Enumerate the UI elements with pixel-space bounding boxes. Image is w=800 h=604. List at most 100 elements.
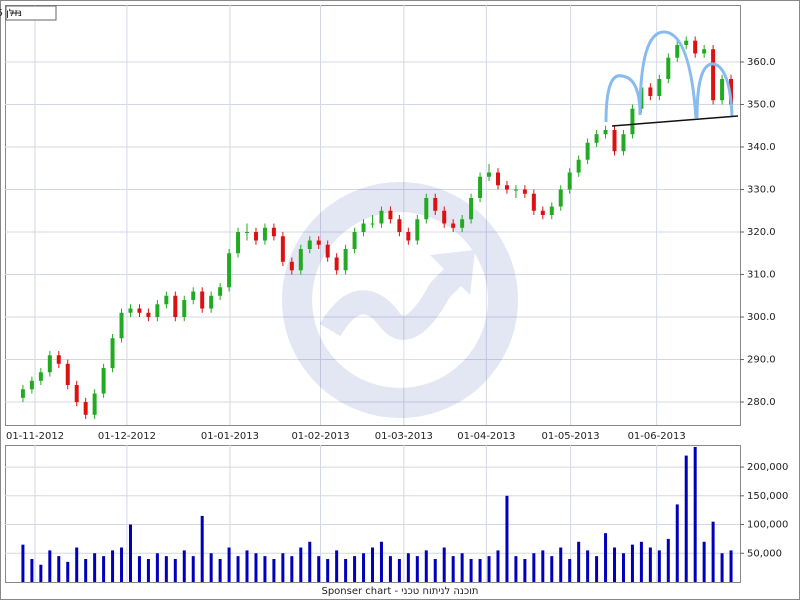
candle-body (666, 57, 671, 79)
candle-body (460, 219, 465, 228)
volume-bar (693, 446, 697, 582)
x-tick-label: 01-12-2012 (98, 431, 156, 442)
volume-bar (568, 559, 572, 582)
x-tick-label: 01-03-2013 (375, 431, 433, 442)
volume-bar (155, 553, 159, 582)
candle-body (531, 193, 536, 211)
candle-body (155, 304, 160, 318)
volume-bar (236, 556, 240, 582)
grid (5, 5, 740, 582)
candle-body (298, 249, 303, 271)
candle-body (325, 244, 330, 258)
candle-body (567, 172, 572, 190)
volume-bar (613, 547, 617, 582)
volume-bar (666, 538, 670, 582)
volume-bar (577, 541, 581, 582)
volume-bar (254, 553, 258, 582)
volume-bar (711, 521, 715, 582)
candle-body (74, 385, 79, 403)
y-tick-label: 340.0 (747, 142, 776, 153)
volume-bar (218, 559, 222, 582)
candle-body (657, 78, 662, 96)
legend-label: נזלן 15 (0, 8, 22, 19)
volume-bar (120, 547, 124, 582)
y-tick-label: 100,000 (747, 520, 788, 531)
volume-bar (30, 559, 34, 582)
candle-body (110, 338, 115, 369)
volume-bar (451, 556, 455, 582)
volume-bar (729, 550, 733, 582)
volume-bar (335, 550, 339, 582)
candle-body (20, 389, 25, 398)
y-tick-label: 330.0 (747, 184, 776, 195)
candle-body (648, 87, 653, 96)
x-tick-label: 01-05-2013 (542, 431, 600, 442)
volume-bar (128, 524, 132, 582)
volume-bar (648, 547, 652, 582)
y-tick-label: 290.0 (747, 355, 776, 366)
y-tick-label: 150,000 (747, 491, 788, 502)
volume-bar (505, 495, 509, 582)
x-tick-label: 01-02-2013 (291, 431, 349, 442)
volume-bar (245, 550, 249, 582)
candle-body (504, 185, 509, 190)
neckline (611, 115, 739, 127)
candle-body (29, 380, 34, 390)
volume-bar (415, 556, 419, 582)
candle-body (558, 189, 563, 207)
volume-bar (146, 559, 150, 582)
candle-body (442, 210, 447, 224)
candle-body (146, 312, 151, 318)
volume-bar (657, 550, 661, 582)
candle-body (227, 253, 232, 288)
volume-bar (541, 550, 545, 582)
volume-bar (559, 547, 563, 582)
volume-bar (442, 547, 446, 582)
volume-bar (209, 553, 213, 582)
x-tick-label: 01-04-2013 (457, 431, 515, 442)
candle-body (47, 355, 52, 373)
candle-body (397, 219, 402, 233)
candle-body (164, 295, 169, 305)
candle-body (119, 312, 124, 339)
candle-body (56, 355, 61, 364)
volume-bar (424, 550, 428, 582)
candle-body (173, 295, 178, 318)
volume-bar (487, 556, 491, 582)
y-tick-label: 300.0 (747, 312, 776, 323)
y-tick-label: 280.0 (747, 397, 776, 408)
candle-body (388, 210, 393, 220)
candle-body (495, 172, 500, 186)
volume-bar (21, 544, 25, 582)
volume-bar (111, 550, 115, 582)
y-tick-label: 310.0 (747, 270, 776, 281)
candle-body (137, 308, 142, 313)
volume-bar (514, 556, 518, 582)
volume-bar (263, 556, 267, 582)
candle-body (182, 300, 187, 318)
volume-bar (496, 550, 500, 582)
volume-bar (290, 556, 294, 582)
candle-body (594, 134, 599, 143)
volume-bar (362, 553, 366, 582)
candle-body (675, 44, 680, 58)
volume-bar (344, 559, 348, 582)
volume-bar (379, 541, 383, 582)
volume-panel (5, 445, 741, 583)
x-tick-label: 01-01-2013 (201, 431, 259, 442)
candle-body (630, 108, 635, 135)
candle-body (585, 142, 590, 160)
candle-body (720, 78, 725, 101)
candle-body (415, 219, 420, 241)
candle-body (253, 232, 258, 241)
volume-bar (299, 547, 303, 582)
volume-bar (604, 533, 608, 582)
volume-bar (102, 556, 106, 582)
y-tick-label: 350.0 (747, 99, 776, 110)
watermark (282, 182, 518, 418)
candle-body (101, 368, 106, 394)
candle-body (334, 257, 339, 271)
volume-bar (478, 559, 482, 582)
